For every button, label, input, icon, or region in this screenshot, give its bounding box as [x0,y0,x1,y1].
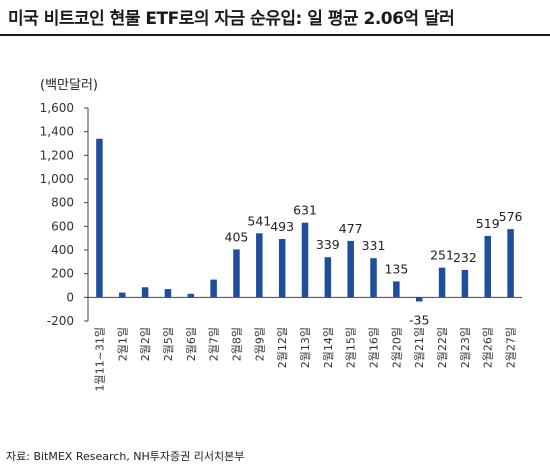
x-category-label: 2월1일 [115,327,129,361]
y-tick-label: 400 [51,243,74,257]
data-label: -35 [409,312,429,327]
data-label: 251 [430,248,454,263]
bar-series [96,138,514,302]
y-tick-label: 1,000 [40,172,74,186]
bar [96,138,103,298]
bar [484,235,491,298]
y-tick-label: 1,400 [40,125,74,139]
bar [141,287,149,298]
bar [507,229,514,298]
x-category-label: 2월13일 [298,327,312,368]
data-label: 519 [476,216,500,231]
chart-title: 미국 비트코인 현물 ETF로의 자금 순유입: 일 평균 2.06억 달러 [8,9,455,29]
x-category-label: 2월15일 [344,327,358,368]
x-category-label: 2월5일 [161,327,175,361]
x-category-label: 2월20일 [389,327,403,368]
bar-chart: 1,600 1,400 1,200 1,000 800 600 400 200 0 -200 40… [40,101,523,391]
bar [370,258,377,298]
x-category-label: 2월7일 [207,327,221,361]
x-category-label: 1월11~31일 [92,327,106,391]
bar [278,238,286,298]
bar [256,233,263,298]
x-category-label: 2월14일 [321,327,335,368]
x-category-label: 2월26일 [481,327,495,368]
bar [301,222,309,298]
y-tick-label: 1,200 [40,148,74,162]
data-label: 339 [316,237,340,252]
data-label: 631 [293,203,317,218]
data-label: 493 [270,219,294,234]
data-label: 232 [453,250,477,265]
chart-axes [87,108,522,321]
y-tick-label: 1,600 [40,101,74,115]
bar [233,249,240,298]
y-tick-label: 600 [51,219,74,233]
data-label: 331 [362,238,386,253]
x-category-label: 2월16일 [367,327,381,368]
x-category-label: 2월27일 [504,327,518,368]
data-label: 541 [247,213,271,228]
data-label: 135 [384,261,408,276]
data-label: 576 [499,209,523,224]
x-category-label: 2월21일 [412,327,426,368]
bar [187,293,195,298]
y-tick-label: 800 [51,196,74,210]
bar [393,281,400,298]
bar [324,257,332,298]
bar [461,269,469,298]
data-label: 405 [225,229,249,244]
x-category-label: 2월22일 [435,327,449,368]
bar [347,240,354,298]
bar [438,267,446,298]
x-category-label: 2월23일 [458,327,472,368]
y-tick-label: -200 [47,314,74,328]
bar [415,297,423,302]
y-tick-label: 200 [51,267,74,281]
title-divider [0,34,550,36]
x-axis-categories: 1월11~31일 2월1일 2월2일 2월5일 2월6일 2월7일 2월8일 2월9일 2월12… [92,327,517,391]
y-axis-ticks: 1,600 1,400 1,200 1,000 800 600 400 200 0 -200 [40,101,88,328]
y-tick-label: 0 [66,290,74,304]
bar [210,279,217,298]
source-note: 자료: BitMEX Research, NH투자증권 리서치본부 [6,450,245,463]
x-category-label: 2월12일 [275,327,289,368]
bar [119,292,126,298]
y-axis-unit-label: (백만달러) [40,78,98,93]
x-category-label: 2월2일 [138,327,152,361]
x-category-label: 2월6일 [184,327,198,361]
x-category-label: 2월8일 [229,327,243,361]
data-label: 477 [339,221,363,236]
bar [164,289,172,298]
x-category-label: 2월9일 [252,327,266,361]
